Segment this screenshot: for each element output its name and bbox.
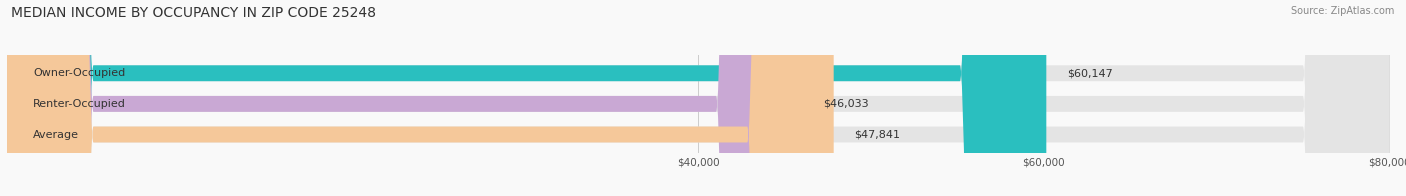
Text: Source: ZipAtlas.com: Source: ZipAtlas.com bbox=[1291, 6, 1395, 16]
Text: Renter-Occupied: Renter-Occupied bbox=[32, 99, 125, 109]
FancyBboxPatch shape bbox=[7, 0, 1389, 196]
FancyBboxPatch shape bbox=[7, 0, 803, 196]
Text: Average: Average bbox=[32, 130, 79, 140]
Text: $60,147: $60,147 bbox=[1067, 68, 1112, 78]
FancyBboxPatch shape bbox=[7, 0, 1389, 196]
FancyBboxPatch shape bbox=[7, 0, 834, 196]
Text: $46,033: $46,033 bbox=[823, 99, 869, 109]
FancyBboxPatch shape bbox=[7, 0, 1389, 196]
Text: Owner-Occupied: Owner-Occupied bbox=[32, 68, 125, 78]
Text: $47,841: $47,841 bbox=[855, 130, 900, 140]
Text: MEDIAN INCOME BY OCCUPANCY IN ZIP CODE 25248: MEDIAN INCOME BY OCCUPANCY IN ZIP CODE 2… bbox=[11, 6, 377, 20]
FancyBboxPatch shape bbox=[7, 0, 1046, 196]
